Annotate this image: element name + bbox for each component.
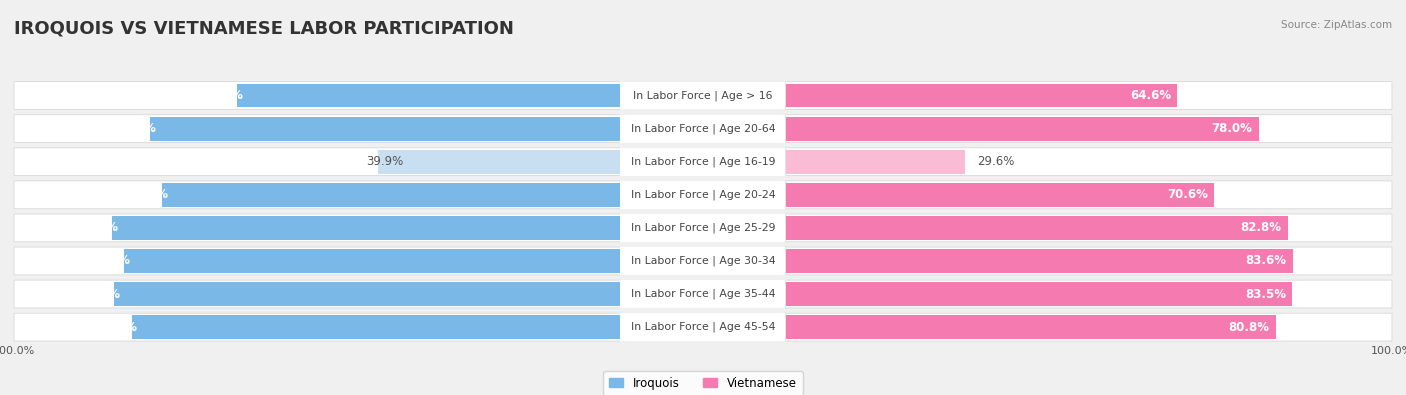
- Bar: [14, 181, 620, 209]
- Text: 75.6%: 75.6%: [127, 188, 169, 201]
- Bar: [620, 214, 786, 242]
- FancyBboxPatch shape: [786, 115, 1392, 143]
- FancyBboxPatch shape: [14, 115, 620, 143]
- Bar: [14, 148, 620, 176]
- Bar: [620, 181, 786, 209]
- Text: Source: ZipAtlas.com: Source: ZipAtlas.com: [1281, 20, 1392, 30]
- Text: 63.2%: 63.2%: [202, 89, 243, 102]
- Bar: [786, 216, 1288, 240]
- Bar: [786, 247, 1392, 275]
- FancyBboxPatch shape: [786, 313, 1392, 341]
- Text: In Labor Force | Age 30-34: In Labor Force | Age 30-34: [631, 256, 775, 266]
- Text: 83.5%: 83.5%: [1244, 288, 1286, 301]
- Bar: [786, 82, 1392, 109]
- Text: In Labor Force | Age 20-24: In Labor Force | Age 20-24: [631, 190, 775, 200]
- Text: 83.8%: 83.8%: [77, 221, 118, 234]
- Bar: [14, 82, 620, 109]
- Bar: [620, 148, 786, 176]
- Bar: [124, 249, 620, 273]
- FancyBboxPatch shape: [14, 313, 620, 341]
- Bar: [786, 84, 1177, 107]
- Bar: [786, 315, 1275, 339]
- Text: In Labor Force | Age 35-44: In Labor Force | Age 35-44: [631, 289, 775, 299]
- FancyBboxPatch shape: [786, 82, 1392, 109]
- Bar: [786, 249, 1292, 273]
- Bar: [112, 216, 620, 240]
- Bar: [786, 150, 965, 174]
- FancyBboxPatch shape: [14, 181, 620, 209]
- Bar: [786, 84, 1177, 107]
- Text: IROQUOIS VS VIETNAMESE LABOR PARTICIPATION: IROQUOIS VS VIETNAMESE LABOR PARTICIPATI…: [14, 20, 515, 38]
- Text: 64.6%: 64.6%: [1130, 89, 1171, 102]
- Text: 78.0%: 78.0%: [1212, 122, 1253, 135]
- FancyBboxPatch shape: [14, 280, 620, 308]
- Bar: [14, 313, 620, 341]
- FancyBboxPatch shape: [14, 247, 620, 275]
- Bar: [786, 117, 1258, 141]
- Text: 83.6%: 83.6%: [1246, 254, 1286, 267]
- Bar: [14, 280, 620, 308]
- Text: 83.5%: 83.5%: [79, 288, 120, 301]
- Bar: [786, 150, 965, 174]
- Text: 82.8%: 82.8%: [1240, 221, 1282, 234]
- Bar: [150, 117, 620, 141]
- Bar: [786, 183, 1213, 207]
- Bar: [786, 282, 1292, 306]
- Text: In Labor Force | Age 20-64: In Labor Force | Age 20-64: [631, 123, 775, 134]
- Bar: [620, 313, 786, 341]
- Bar: [786, 181, 1392, 209]
- Bar: [378, 150, 620, 174]
- FancyBboxPatch shape: [14, 214, 620, 242]
- FancyBboxPatch shape: [786, 247, 1392, 275]
- Bar: [786, 282, 1292, 306]
- Bar: [620, 280, 786, 308]
- Text: 29.6%: 29.6%: [977, 155, 1015, 168]
- Bar: [786, 315, 1275, 339]
- Text: In Labor Force | Age 45-54: In Labor Force | Age 45-54: [631, 322, 775, 332]
- Bar: [162, 183, 620, 207]
- FancyBboxPatch shape: [14, 82, 620, 109]
- Text: In Labor Force | Age > 16: In Labor Force | Age > 16: [633, 90, 773, 101]
- Legend: Iroquois, Vietnamese: Iroquois, Vietnamese: [603, 371, 803, 395]
- FancyBboxPatch shape: [786, 280, 1392, 308]
- Text: 39.9%: 39.9%: [367, 155, 404, 168]
- Bar: [786, 115, 1392, 143]
- Bar: [786, 313, 1392, 341]
- Bar: [786, 117, 1258, 141]
- Bar: [620, 247, 786, 275]
- Bar: [786, 148, 1392, 176]
- Bar: [786, 249, 1292, 273]
- Text: 81.9%: 81.9%: [89, 254, 129, 267]
- Bar: [620, 82, 786, 109]
- Bar: [14, 214, 620, 242]
- Text: 80.8%: 80.8%: [1229, 321, 1270, 334]
- Bar: [786, 216, 1288, 240]
- Bar: [786, 214, 1392, 242]
- Text: 70.6%: 70.6%: [1167, 188, 1208, 201]
- Bar: [786, 280, 1392, 308]
- Text: In Labor Force | Age 16-19: In Labor Force | Age 16-19: [631, 156, 775, 167]
- Bar: [238, 84, 620, 107]
- Bar: [786, 183, 1213, 207]
- Bar: [14, 247, 620, 275]
- Text: 80.6%: 80.6%: [97, 321, 138, 334]
- Bar: [114, 282, 620, 306]
- FancyBboxPatch shape: [786, 214, 1392, 242]
- FancyBboxPatch shape: [14, 148, 620, 176]
- FancyBboxPatch shape: [786, 148, 1392, 176]
- Bar: [132, 315, 620, 339]
- Bar: [620, 115, 786, 143]
- Text: In Labor Force | Age 25-29: In Labor Force | Age 25-29: [631, 223, 775, 233]
- Bar: [14, 115, 620, 143]
- FancyBboxPatch shape: [786, 181, 1392, 209]
- Text: 77.5%: 77.5%: [115, 122, 156, 135]
